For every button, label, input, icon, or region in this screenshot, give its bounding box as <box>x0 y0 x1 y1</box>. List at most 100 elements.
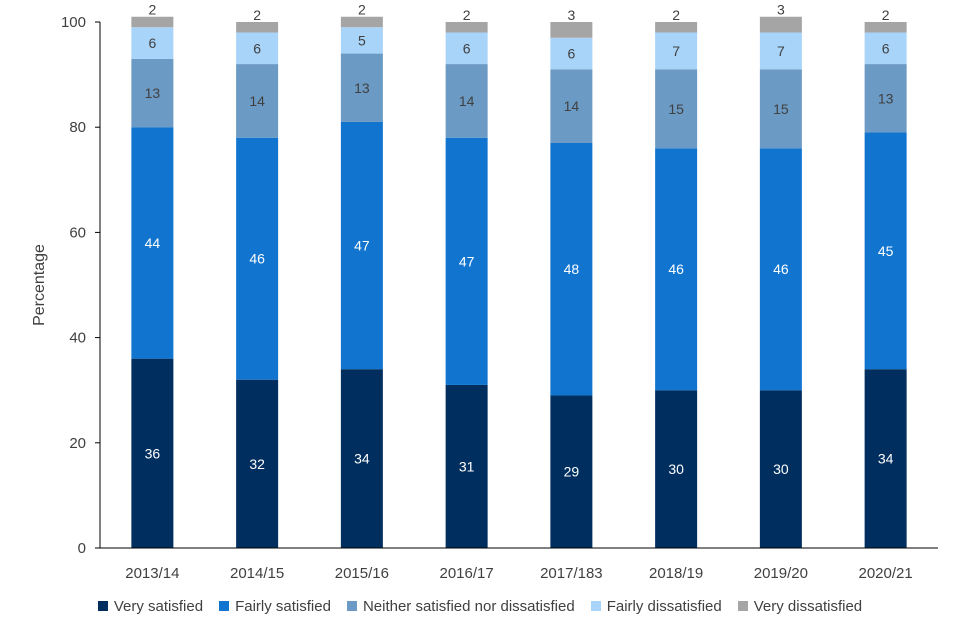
x-tick-label: 2020/21 <box>859 565 913 582</box>
data-label: 30 <box>773 461 789 477</box>
bar-segment <box>445 64 488 138</box>
data-label: 36 <box>145 445 161 461</box>
legend-item: Very dissatisfied <box>737 598 862 615</box>
data-label: 2 <box>882 7 890 23</box>
data-label: 5 <box>358 32 366 48</box>
bar-segment <box>759 390 802 548</box>
bar-segment <box>236 379 279 548</box>
bar-segment <box>131 358 174 548</box>
bar-segment <box>864 132 907 370</box>
legend-swatch <box>219 601 230 611</box>
bar-stack: 32 46 14 6 2 <box>236 7 279 548</box>
y-tick-label: 0 <box>78 540 86 557</box>
data-label: 46 <box>773 261 789 277</box>
bar-segment <box>550 69 593 143</box>
data-label: 14 <box>249 93 265 109</box>
bar-segment <box>759 148 802 391</box>
bar-stack: 29 48 14 6 3 <box>550 7 593 548</box>
legend-item: Neither satisfied nor dissatisfied <box>346 598 575 615</box>
legend: Very satisfied Fairly satisfied Neither sa… <box>0 598 960 615</box>
data-label: 32 <box>249 456 265 472</box>
legend-label: Very satisfied <box>113 598 204 615</box>
y-tick-label: 80 <box>69 119 86 136</box>
data-label: 2 <box>672 7 680 23</box>
data-label: 34 <box>354 451 370 467</box>
y-axis-title: Percentage <box>31 244 48 326</box>
legend-swatch <box>590 601 601 611</box>
bar-segment <box>550 142 593 396</box>
x-axis: 2013/14 2014/15 2015/16 2016/17 2017/183 2018… <box>100 547 938 582</box>
legend-label: Fairly satisfied <box>235 598 331 615</box>
data-label: 15 <box>773 101 789 117</box>
x-tick-label: 2014/15 <box>230 565 284 582</box>
bar-segment <box>864 22 907 33</box>
bar-segment <box>340 369 383 548</box>
bar-segment <box>759 16 802 33</box>
data-label: 2 <box>253 7 261 23</box>
bar-segment <box>236 64 279 138</box>
bar-segment <box>550 22 593 38</box>
bar-segment <box>655 22 698 33</box>
bar-segment <box>655 390 698 548</box>
bar-segment <box>131 127 174 359</box>
data-label: 34 <box>878 451 894 467</box>
data-label: 46 <box>249 251 265 267</box>
bar-segment <box>864 369 907 548</box>
x-tick-label: 2019/20 <box>754 565 808 582</box>
bar-stack: 34 45 13 6 2 <box>864 7 907 548</box>
bar-segment <box>655 69 698 149</box>
bar-segment <box>445 32 488 65</box>
y-tick-label: 40 <box>69 330 86 347</box>
bar-segment <box>550 37 593 70</box>
x-tick-label: 2017/183 <box>540 565 603 582</box>
data-label: 44 <box>145 235 161 251</box>
data-label: 15 <box>668 101 684 117</box>
legend-swatch <box>737 601 748 611</box>
data-label: 2 <box>463 7 471 23</box>
data-label: 6 <box>148 35 156 51</box>
bar-segment <box>131 58 174 128</box>
bar-segment <box>236 22 279 33</box>
data-label: 45 <box>878 243 894 259</box>
data-label: 13 <box>878 90 894 106</box>
data-label: 31 <box>459 458 475 474</box>
y-tick-label: 100 <box>61 14 86 31</box>
bar-segment <box>340 121 383 370</box>
bar-segment <box>340 53 383 122</box>
data-label: 6 <box>882 40 890 56</box>
bar-segment <box>445 137 488 385</box>
legend-item: Fairly dissatisfied <box>590 598 722 615</box>
bar-stack: 30 46 15 7 3 <box>759 2 802 548</box>
legend-label: Fairly dissatisfied <box>606 598 722 615</box>
data-label: 46 <box>668 261 684 277</box>
bar-segment <box>131 16 174 28</box>
data-label: 3 <box>567 7 575 23</box>
y-tick-label: 60 <box>69 224 86 241</box>
bar-segment <box>759 69 802 149</box>
bar-stack: 34 47 13 5 2 <box>340 2 383 548</box>
bars: 3644136232461462344713523147146229481463… <box>131 2 907 548</box>
data-label: 47 <box>459 253 475 269</box>
bar-segment <box>131 27 174 59</box>
bar-segment <box>236 137 279 380</box>
bar-segment <box>550 395 593 548</box>
y-tick-label: 20 <box>69 435 86 452</box>
legend-swatch <box>97 601 108 611</box>
bar-stack: 30 46 15 7 2 <box>655 7 698 548</box>
bar-stack: 36 44 13 6 2 <box>131 2 174 548</box>
x-tick-label: 2013/14 <box>125 565 179 582</box>
legend-item: Very satisfied <box>97 598 204 615</box>
data-label: 7 <box>672 43 680 59</box>
bar-segment <box>445 22 488 33</box>
data-label: 14 <box>459 93 475 109</box>
x-tick-label: 2015/16 <box>335 565 389 582</box>
data-label: 13 <box>354 80 370 96</box>
bar-segment <box>236 32 279 65</box>
bar-segment <box>445 384 488 548</box>
bar-segment <box>864 64 907 133</box>
data-label: 13 <box>145 85 161 101</box>
bar-segment <box>759 32 802 70</box>
data-label: 6 <box>567 46 575 62</box>
data-label: 3 <box>777 2 785 18</box>
